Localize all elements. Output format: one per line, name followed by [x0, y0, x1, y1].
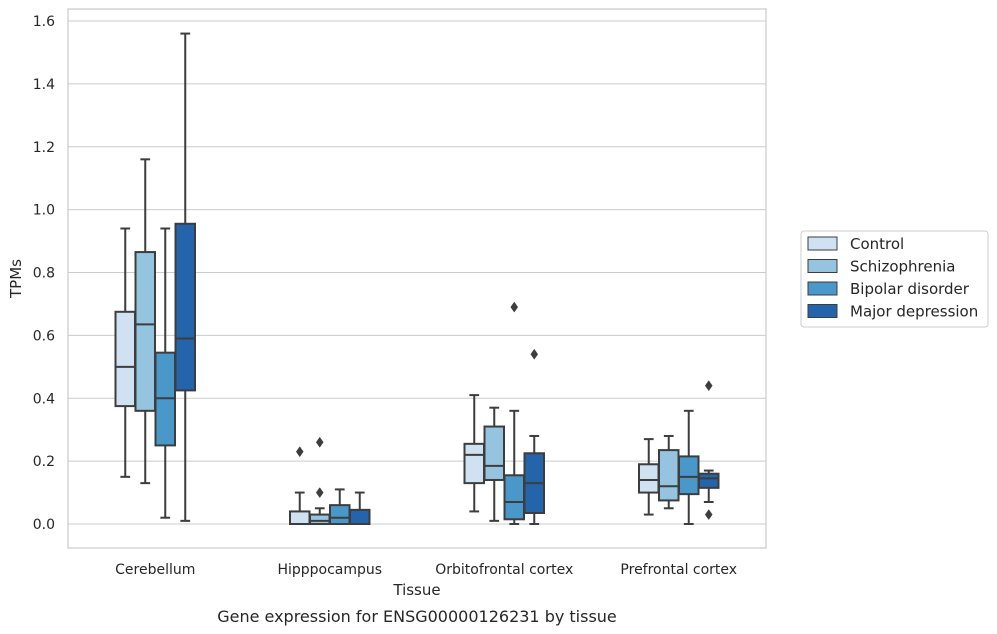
- grid-lines: [68, 20, 766, 525]
- y-tick-label: 0.0: [33, 517, 55, 533]
- outlier-point: [704, 509, 713, 521]
- outlier-point: [295, 446, 304, 458]
- y-tick-label: 0.6: [33, 328, 55, 344]
- legend-swatch: [807, 236, 838, 251]
- x-tick-label: Orbitofrontal cortex: [435, 562, 573, 578]
- y-tick-label: 1.4: [33, 77, 55, 93]
- legend-swatch: [807, 304, 838, 318]
- plot-frame: [67, 8, 767, 549]
- x-tick-label: Cerebellum: [115, 562, 195, 578]
- box-control: [114, 227, 136, 478]
- box-iqr: [463, 442, 485, 485]
- box-control: [638, 438, 660, 516]
- box-control: [463, 394, 485, 513]
- box-iqr: [503, 474, 525, 521]
- box-schizophrenia: [134, 158, 156, 485]
- outlier-point: [530, 348, 539, 360]
- box-iqr: [698, 472, 720, 489]
- y-tick-label: 1.2: [33, 140, 55, 156]
- box-bipolar-disorder: [154, 227, 176, 519]
- legend-label: Major depression: [850, 303, 978, 321]
- box-iqr: [174, 222, 196, 392]
- box-schizophrenia: [309, 436, 331, 525]
- outlier-point: [315, 487, 324, 498]
- x-tick-labels: Cerebellum Hipppocampus Orbitofrontal cort…: [115, 562, 737, 578]
- box-control: [289, 446, 311, 525]
- box-schizophrenia: [658, 434, 680, 510]
- box-bipolar-disorder: [678, 409, 700, 525]
- box-iqr: [678, 455, 700, 496]
- legend-swatch: [807, 259, 838, 273]
- y-tick-labels: 0.0 0.2 0.4 0.6 0.8 1.0 1.2 1.4 1.6: [33, 14, 55, 533]
- legend: Control Schizophrenia Bipolar disorder Majo…: [800, 230, 989, 328]
- box-bipolar-disorder: [503, 301, 525, 525]
- box-iqr: [483, 425, 505, 481]
- box-major-depression: [349, 491, 371, 525]
- legend-frame: [800, 230, 989, 328]
- outlier-point: [315, 436, 324, 448]
- y-tick-label: 0.8: [33, 266, 55, 282]
- y-tick-label: 0.2: [33, 454, 55, 470]
- y-tick-label: 0.4: [33, 391, 55, 407]
- y-axis-title: TPMs: [7, 259, 25, 299]
- box-elements: [114, 32, 720, 526]
- box-iqr: [309, 513, 331, 525]
- x-tick-label: Hipppocampus: [277, 562, 382, 578]
- legend-label: Bipolar disorder: [850, 280, 970, 298]
- y-tick-label: 1.0: [33, 203, 55, 219]
- x-tick-label: Prefrontal cortex: [620, 562, 737, 578]
- box-iqr: [289, 510, 311, 525]
- box-iqr: [329, 504, 351, 526]
- outlier-point: [510, 301, 519, 313]
- legend-label: Control: [850, 235, 904, 253]
- legend-swatch: [807, 281, 838, 296]
- x-axis-title: Tissue: [392, 581, 440, 599]
- box-iqr: [349, 508, 371, 525]
- box-major-depression: [698, 380, 720, 521]
- chart-caption: Gene expression for ENSG00000126231 by t…: [217, 607, 617, 626]
- box-iqr: [114, 310, 136, 408]
- y-tick-label: 1.6: [33, 14, 55, 30]
- legend-label: Schizophrenia: [850, 258, 955, 276]
- box-major-depression: [174, 32, 196, 522]
- box-major-depression: [523, 348, 545, 525]
- box-iqr: [134, 251, 156, 412]
- box-schizophrenia: [483, 406, 505, 522]
- box-iqr: [638, 463, 660, 494]
- box-iqr: [658, 449, 680, 502]
- outlier-point: [704, 380, 713, 392]
- box-bipolar-disorder: [329, 488, 351, 526]
